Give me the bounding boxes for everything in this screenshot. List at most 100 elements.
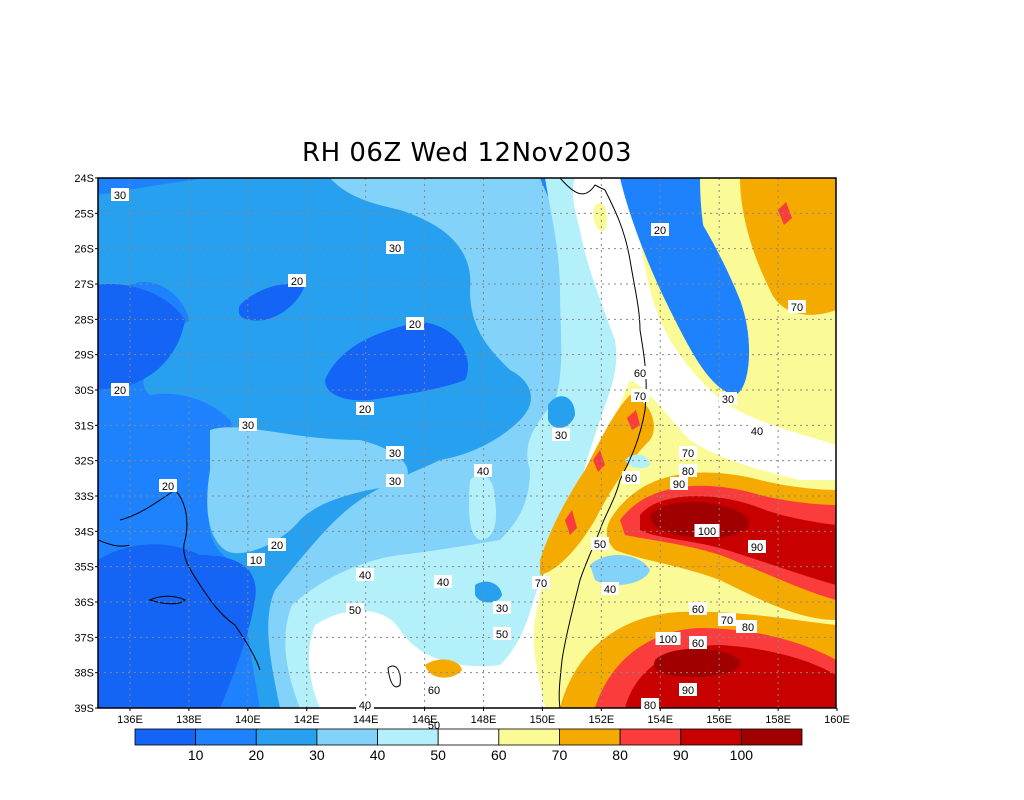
contour-label: 80 [641,698,659,712]
field-10-20-center [325,322,468,401]
contour-label: 40 [601,582,619,596]
lon-tick-label: 140E [235,714,261,726]
lat-tick-label: 28S [74,314,94,326]
lon-tick-label: 152E [588,714,614,726]
svg-text:40: 40 [437,577,449,589]
contour-label: 20 [159,479,177,493]
colorbar-swatch [255,728,318,746]
plot-frame [97,177,837,709]
svg-text:60: 60 [625,473,637,485]
lat-tick-label: 30S [74,385,94,397]
contour-label: 40 [356,698,374,712]
lat-tick-label: 34S [74,526,94,538]
contour-label: 20 [356,402,374,416]
svg-text:50: 50 [496,629,508,641]
svg-text:60: 60 [692,638,704,650]
colorbar-swatch [134,728,197,746]
colorbar-swatch [619,728,682,746]
contour-label: 20 [651,223,669,237]
contour-label: 100 [655,632,681,646]
lat-tick-label: 24S [74,173,94,185]
contour-label: 70 [718,613,736,627]
contour-label: 30 [386,446,404,460]
field-90-100-spot3 [627,410,640,430]
field-30-40-spot2 [548,396,575,428]
contour-label: 90 [748,540,766,554]
svg-text:30: 30 [389,243,401,255]
svg-text:20: 20 [359,404,371,416]
coastline [98,178,647,708]
colorbar-label: 100 [730,747,754,763]
lat-tick-label: 33S [74,491,94,503]
svg-text:60: 60 [634,368,646,380]
lon-tick-label: 160E [824,714,850,726]
contour-label: 20 [268,538,286,552]
lat-tick-label: 27S [74,279,94,291]
svg-text:20: 20 [162,481,174,493]
svg-text:30: 30 [114,190,126,202]
svg-text:100: 100 [659,634,677,646]
lat-tick-label: 38S [74,668,94,680]
contour-label: 80 [739,620,757,634]
svg-text:60: 60 [428,685,440,697]
svg-text:40: 40 [751,426,763,438]
contour-label: 50 [346,603,364,617]
contour-label: 30 [239,418,257,432]
svg-text:30: 30 [389,448,401,460]
lat-tick-label: 25S [74,208,94,220]
contour-label: 30 [111,188,129,202]
contour-label: 30 [386,241,404,255]
contour-label: 70 [532,576,550,590]
colorbar-swatch [195,728,257,746]
contour-label: 20 [111,383,129,397]
colorbar-swatch [498,728,560,746]
filled-contours [98,178,836,708]
field-70-80-small [593,203,607,231]
field-110-south [653,648,741,677]
colorbar-label: 40 [370,747,386,763]
svg-text:40: 40 [359,570,371,582]
lon-axis: 136E 138E 140E 142E 144E 146E 148E 150E 152E 154E… [117,708,850,726]
coastline-gulf [148,595,186,605]
coastline-tas [387,665,401,688]
field-40-50-west [207,427,408,554]
svg-text:10: 10 [250,555,262,567]
lon-tick-label: 142E [294,714,320,726]
lon-tick-label: 146E [412,714,438,726]
svg-text:90: 90 [682,685,694,697]
svg-text:90: 90 [673,479,685,491]
lon-tick-label: 150E [530,714,556,726]
colorbar-label: 60 [491,747,507,763]
svg-text:70: 70 [721,615,733,627]
field-90-100-spot2 [565,510,577,535]
field-90-100-spot1 [593,450,605,472]
svg-text:70: 70 [634,391,646,403]
lon-tick-label: 148E [471,714,497,726]
map-title: RH 06Z Wed 12Nov2003 [302,138,632,168]
svg-text:90: 90 [751,542,763,554]
field-50-60-spot [625,454,650,469]
colorbar-swatch [559,728,621,746]
lon-tick-label: 158E [765,714,791,726]
colorbar-label: 20 [248,747,264,763]
lat-tick-label: 37S [74,632,94,644]
colorbar-swatch [740,728,803,746]
contour-labels: 30 30 20 20 20 20 30 30 30 20 20 10 40 40 40 30 50 50 40 60… [111,188,806,732]
svg-text:70: 70 [682,448,694,460]
svg-text:30: 30 [722,394,734,406]
contour-label: 10 [247,553,265,567]
colorbar: 10 20 30 40 50 60 70 80 90 100 [134,728,803,763]
svg-text:80: 80 [742,622,754,634]
svg-text:50: 50 [594,539,606,551]
colorbar-label: 90 [673,747,689,763]
field-80-90-ne [740,178,836,315]
field-90-100-spot4 [778,202,792,225]
lat-tick-label: 29S [74,350,94,362]
lat-tick-label: 26S [74,244,94,256]
field-40-50-spot [590,554,650,586]
svg-text:30: 30 [389,476,401,488]
contour-label: 50 [591,537,609,551]
svg-text:70: 70 [791,302,803,314]
contour-label: 30 [493,601,511,615]
field-30-40-spot [475,581,502,603]
